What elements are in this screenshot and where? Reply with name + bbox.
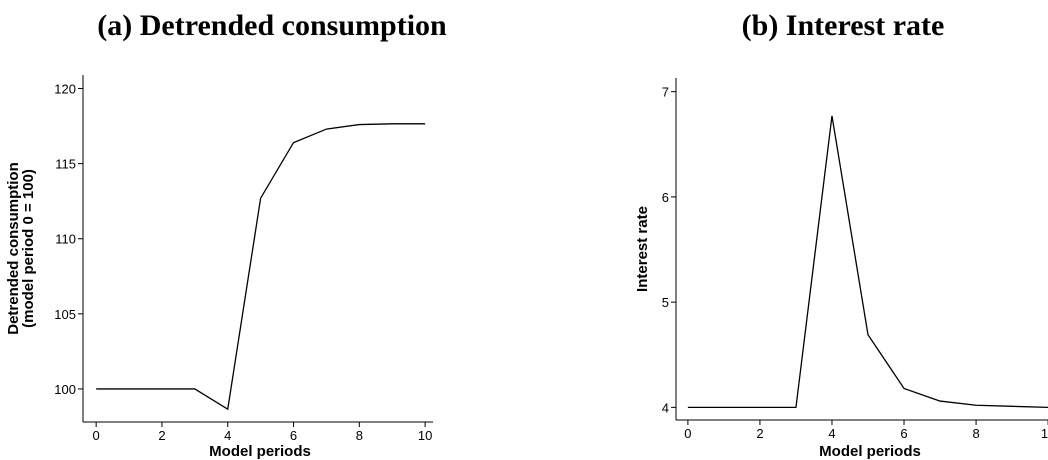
- y-tick-label: 120: [54, 82, 76, 97]
- x-tick-label: 6: [900, 426, 907, 441]
- y-axis-label: (model period 0 = 100): [20, 169, 37, 328]
- x-tick-label: 6: [290, 428, 297, 443]
- x-tick-label: 10: [418, 428, 432, 443]
- x-axis-label: Model periods: [819, 443, 921, 460]
- x-tick-label: 8: [972, 426, 979, 441]
- x-tick-label: 0: [684, 426, 691, 441]
- x-tick-label: 4: [828, 426, 835, 441]
- y-tick-label: 115: [55, 157, 76, 172]
- x-tick-label: 4: [224, 428, 231, 443]
- chart-title: (b) Interest rate: [742, 9, 945, 42]
- x-tick-label: 0: [93, 428, 100, 443]
- y-tick-label: 100: [54, 382, 76, 397]
- x-axis-label: Model periods: [209, 443, 311, 460]
- y-axis-label: Detrended consumption: [5, 162, 22, 335]
- x-tick-label: 2: [158, 428, 165, 443]
- y-tick-label: 5: [662, 295, 669, 310]
- data-line: [687, 115, 1048, 409]
- chart-title: (a) Detrended consumption: [97, 9, 447, 42]
- y-tick-label: 105: [54, 307, 76, 322]
- x-tick-label: 10: [1041, 426, 1048, 441]
- y-tick-label: 4: [662, 400, 669, 415]
- x-tick-label: 2: [756, 426, 763, 441]
- y-tick-label: 6: [662, 190, 669, 205]
- y-tick-label: 7: [662, 85, 669, 100]
- y-axis-label: Interest rate: [634, 206, 651, 292]
- x-tick-label: 8: [356, 428, 363, 443]
- y-tick-label: 110: [55, 232, 76, 247]
- data-line: [96, 123, 426, 411]
